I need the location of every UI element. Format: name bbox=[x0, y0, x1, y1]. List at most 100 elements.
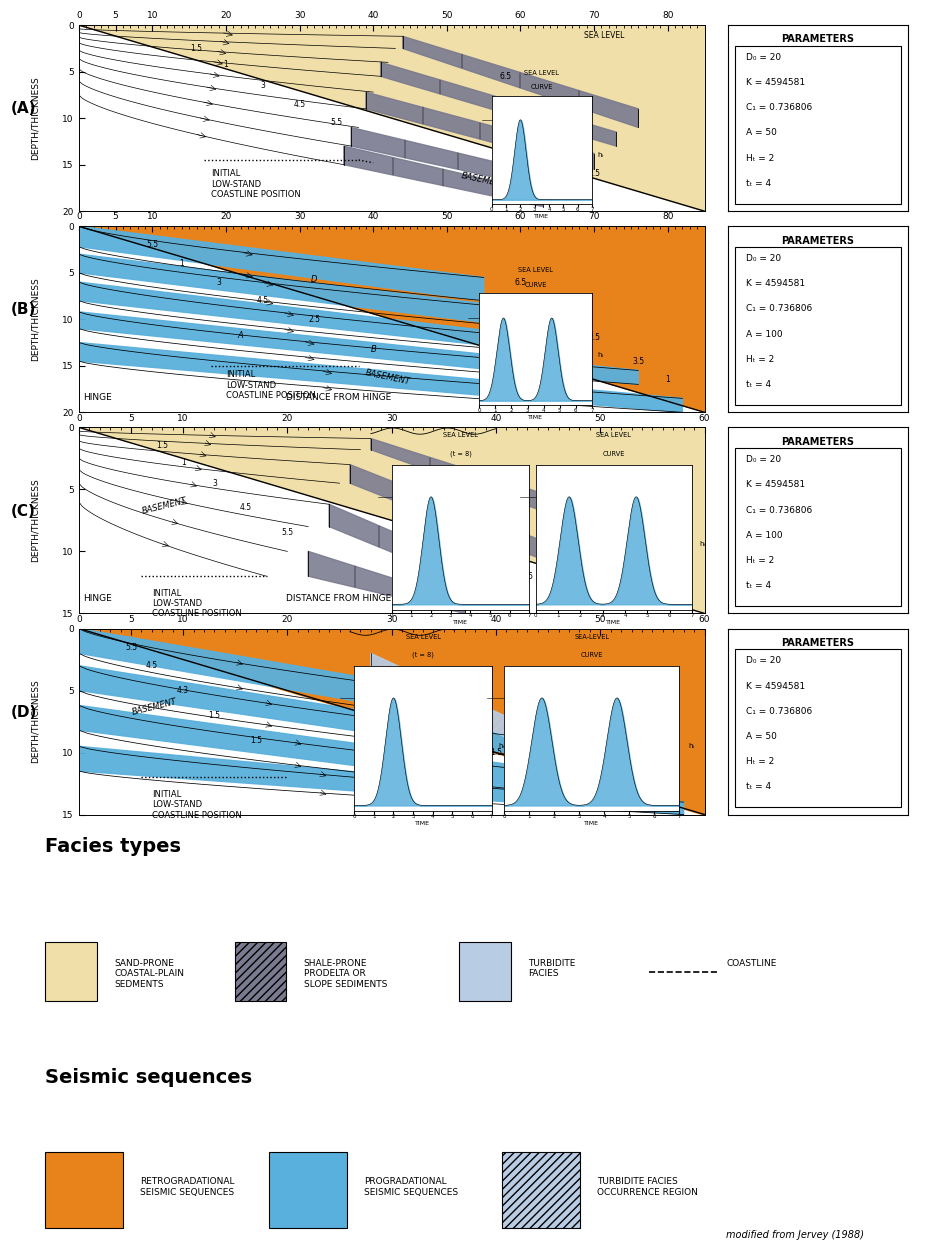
Text: SEA LEVEL: SEA LEVEL bbox=[405, 634, 440, 640]
Text: D₀ = 20: D₀ = 20 bbox=[745, 455, 781, 464]
Text: 1.5: 1.5 bbox=[574, 151, 585, 160]
Text: 1: 1 bbox=[223, 60, 228, 69]
Text: 2.5: 2.5 bbox=[309, 314, 321, 324]
Text: C₁ = 0.736806: C₁ = 0.736806 bbox=[745, 505, 812, 514]
Text: 1.5: 1.5 bbox=[537, 104, 549, 113]
Text: 1.5: 1.5 bbox=[250, 735, 262, 744]
FancyBboxPatch shape bbox=[735, 246, 901, 405]
Text: K = 4594581: K = 4594581 bbox=[745, 78, 805, 87]
Bar bbox=[459, 943, 511, 1001]
Text: HINGE: HINGE bbox=[83, 593, 112, 603]
Text: PARAMETERS: PARAMETERS bbox=[781, 34, 855, 44]
Text: 2.5: 2.5 bbox=[407, 674, 418, 683]
Polygon shape bbox=[79, 342, 682, 412]
Text: DEPTH/THICKNESS: DEPTH/THICKNESS bbox=[31, 680, 40, 763]
Text: PARAMETERS: PARAMETERS bbox=[781, 235, 855, 245]
Bar bbox=[45, 1153, 122, 1228]
Text: (C): (C) bbox=[11, 504, 36, 519]
Text: (B): (B) bbox=[11, 303, 36, 318]
Text: TURBIDITE
FACIES: TURBIDITE FACIES bbox=[527, 959, 576, 978]
Text: modified from Jervey (1988): modified from Jervey (1988) bbox=[726, 1231, 864, 1241]
Text: A = 50: A = 50 bbox=[745, 732, 777, 740]
Text: 2.5: 2.5 bbox=[449, 466, 460, 475]
Text: (t = 8): (t = 8) bbox=[450, 451, 472, 458]
Text: BASEMENT: BASEMENT bbox=[131, 698, 178, 718]
Text: D₀ = 20: D₀ = 20 bbox=[745, 53, 781, 62]
Text: B: B bbox=[371, 344, 376, 353]
Text: 6.5: 6.5 bbox=[500, 72, 512, 80]
Text: C₁ = 0.736806: C₁ = 0.736806 bbox=[745, 706, 812, 715]
Text: PARAMETERS: PARAMETERS bbox=[781, 637, 855, 647]
Text: BASEMENT: BASEMENT bbox=[141, 497, 188, 517]
Text: D₀ = 20: D₀ = 20 bbox=[745, 254, 781, 263]
Polygon shape bbox=[381, 63, 616, 146]
Text: SEA LEVEL: SEA LEVEL bbox=[525, 70, 559, 77]
Text: 3: 3 bbox=[260, 82, 265, 91]
Text: 1.5: 1.5 bbox=[552, 305, 564, 314]
Bar bbox=[269, 1153, 347, 1228]
Bar bbox=[502, 1153, 579, 1228]
Text: (D): (D) bbox=[11, 705, 37, 720]
Text: E: E bbox=[489, 294, 494, 303]
Text: CURVE: CURVE bbox=[580, 652, 603, 659]
Text: A = 100: A = 100 bbox=[745, 530, 782, 539]
Text: 2.5: 2.5 bbox=[521, 572, 533, 581]
Polygon shape bbox=[402, 36, 639, 127]
Polygon shape bbox=[79, 666, 548, 759]
Polygon shape bbox=[366, 92, 594, 170]
Text: 5.5: 5.5 bbox=[125, 642, 137, 651]
Text: 4.5: 4.5 bbox=[146, 661, 158, 670]
Text: 1: 1 bbox=[463, 710, 467, 720]
Text: 6.5: 6.5 bbox=[514, 278, 527, 287]
Text: D₀ = 20: D₀ = 20 bbox=[745, 656, 781, 665]
Polygon shape bbox=[79, 747, 683, 815]
Text: 3: 3 bbox=[216, 278, 222, 287]
Text: 5.5: 5.5 bbox=[330, 118, 342, 127]
Polygon shape bbox=[350, 465, 538, 558]
Text: 3: 3 bbox=[212, 479, 217, 488]
Polygon shape bbox=[308, 552, 464, 613]
Text: K = 4594581: K = 4594581 bbox=[745, 279, 805, 288]
Text: tₜ = 4: tₜ = 4 bbox=[745, 581, 771, 590]
Text: COASTLINE: COASTLINE bbox=[726, 959, 777, 968]
Text: SAND-PRONE
COASTAL-PLAIN
SEDMENTS: SAND-PRONE COASTAL-PLAIN SEDMENTS bbox=[114, 959, 184, 989]
Text: BASEMENT: BASEMENT bbox=[460, 171, 507, 190]
X-axis label: TIME: TIME bbox=[584, 821, 600, 826]
Text: INITIAL
LOW-STAND
COASTLINE POSITION: INITIAL LOW-STAND COASTLINE POSITION bbox=[226, 371, 316, 400]
Polygon shape bbox=[79, 628, 705, 815]
Text: 1.5: 1.5 bbox=[209, 710, 221, 720]
Text: 1: 1 bbox=[483, 504, 488, 513]
Text: D: D bbox=[311, 275, 318, 284]
Text: SEA LEVEL: SEA LEVEL bbox=[518, 268, 553, 273]
Text: hₜ: hₜ bbox=[688, 743, 694, 748]
Text: 1: 1 bbox=[181, 458, 185, 466]
Text: 1: 1 bbox=[180, 259, 184, 268]
Text: C₁ = 0.736806: C₁ = 0.736806 bbox=[745, 304, 812, 313]
Text: PROGRADATIONAL
SEISMIC SEQUENCES: PROGRADATIONAL SEISMIC SEQUENCES bbox=[364, 1178, 458, 1197]
Text: 4.5: 4.5 bbox=[239, 504, 252, 513]
Text: 1.5: 1.5 bbox=[501, 541, 513, 549]
Text: BASEMENT: BASEMENT bbox=[364, 368, 412, 386]
Text: C: C bbox=[502, 331, 509, 339]
X-axis label: TIME: TIME bbox=[415, 821, 430, 826]
Text: INITIAL
LOW-STAND
COASTLINE POSITION: INITIAL LOW-STAND COASTLINE POSITION bbox=[211, 170, 301, 199]
FancyBboxPatch shape bbox=[735, 45, 901, 204]
Polygon shape bbox=[371, 654, 517, 743]
Text: SEA LEVEL: SEA LEVEL bbox=[443, 432, 478, 439]
Text: tₜ = 4: tₜ = 4 bbox=[745, 782, 771, 791]
Text: SHALE-PRONE
PRODELTA OR
SLOPE SEDIMENTS: SHALE-PRONE PRODELTA OR SLOPE SEDIMENTS bbox=[304, 959, 387, 989]
Polygon shape bbox=[351, 127, 565, 192]
Text: tₜ = 4: tₜ = 4 bbox=[745, 178, 771, 187]
Text: Hₜ = 2: Hₜ = 2 bbox=[745, 354, 774, 363]
Text: K = 4594581: K = 4594581 bbox=[745, 681, 805, 690]
FancyBboxPatch shape bbox=[735, 649, 901, 807]
Text: 2: 2 bbox=[535, 773, 540, 782]
Text: 1.5: 1.5 bbox=[157, 441, 168, 450]
Polygon shape bbox=[79, 312, 639, 385]
Text: 5.5: 5.5 bbox=[281, 528, 294, 537]
Polygon shape bbox=[79, 226, 705, 412]
Polygon shape bbox=[79, 226, 484, 300]
Polygon shape bbox=[79, 628, 475, 722]
Text: 1.5: 1.5 bbox=[490, 748, 502, 757]
Text: hₜ: hₜ bbox=[536, 542, 542, 547]
